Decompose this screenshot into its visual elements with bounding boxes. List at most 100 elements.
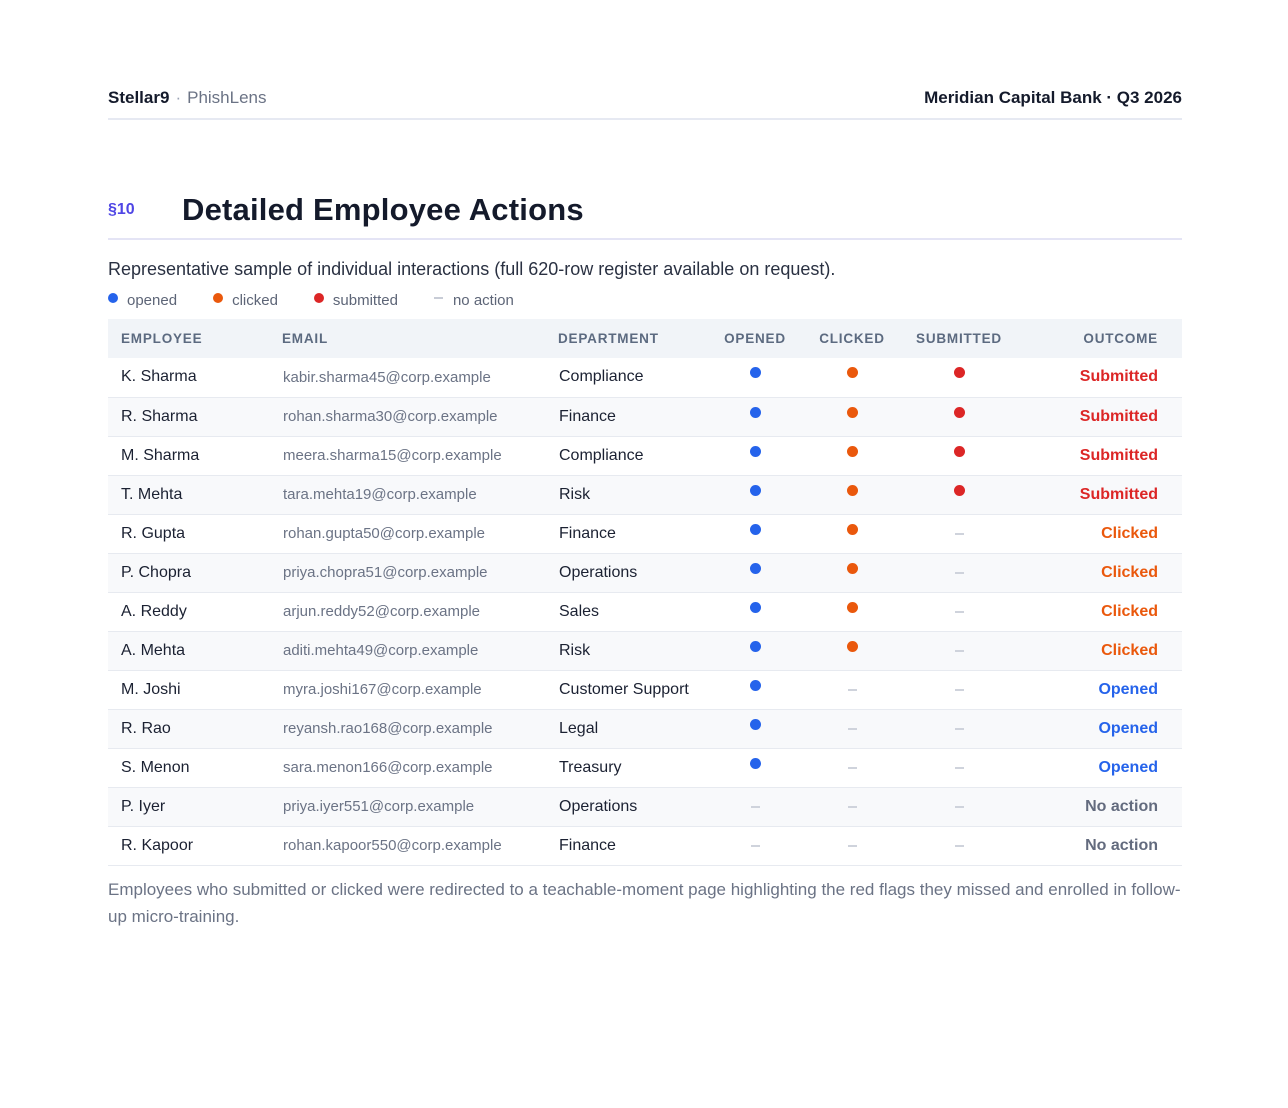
- outcome-label: Submitted: [1079, 407, 1158, 425]
- no-action-dash-icon: [750, 805, 760, 808]
- cell-submitted: [904, 553, 1014, 592]
- employee-name: R. Kapoor: [121, 836, 194, 854]
- employee-name: M. Sharma: [121, 446, 200, 464]
- table-row: R. Gupta rohan.gupta50@corp.example Financ…: [108, 514, 1182, 553]
- clicked-dot-icon: [846, 640, 858, 652]
- cell-clicked: [800, 436, 904, 475]
- cell-clicked: [800, 826, 904, 865]
- employee-email: rohan.kapoor550@corp.example: [283, 837, 502, 854]
- employee-department: Risk: [559, 485, 591, 503]
- cell-opened: [710, 553, 800, 592]
- employee-email: tara.mehta19@corp.example: [283, 486, 477, 503]
- cell-clicked: [800, 358, 904, 397]
- cell-clicked: [800, 631, 904, 670]
- opened-dot-icon: [749, 718, 761, 730]
- no-action-dash-icon: [954, 532, 964, 535]
- outcome-label: Opened: [1098, 758, 1158, 776]
- employee-name: A. Mehta: [121, 641, 186, 659]
- employee-department: Finance: [559, 524, 616, 542]
- table-row: K. Sharma kabir.sharma45@corp.example Comp…: [108, 358, 1182, 397]
- cell-submitted: [904, 787, 1014, 826]
- employee-department: Sales: [559, 602, 600, 620]
- opened-dot-icon: [749, 679, 761, 691]
- employee-email: sara.menon166@corp.example: [283, 759, 493, 776]
- no-action-dash-icon: [954, 844, 964, 847]
- employee-name: M. Joshi: [121, 680, 181, 698]
- cell-opened: [710, 514, 800, 553]
- employee-email: arjun.reddy52@corp.example: [283, 603, 480, 620]
- no-action-dash-icon: [954, 571, 964, 574]
- report-header: Stellar9 · PhishLens Meridian Capital Bank…: [108, 86, 1182, 120]
- clicked-dot-icon: [846, 484, 858, 496]
- opened-dot-icon: [749, 757, 761, 769]
- employee-email: rohan.gupta50@corp.example: [283, 525, 486, 542]
- opened-dot-icon: [749, 601, 761, 613]
- legend-dot-icon: [213, 293, 224, 303]
- cell-clicked: [800, 475, 904, 514]
- employee-department: Treasury: [559, 758, 622, 776]
- employee-name: T. Mehta: [121, 485, 183, 503]
- cell-opened: [710, 631, 800, 670]
- employee-email: reyansh.rao168@corp.example: [283, 720, 493, 737]
- cell-clicked: [800, 397, 904, 436]
- cell-opened: [710, 748, 800, 787]
- column-header-email: EMAIL: [282, 331, 328, 346]
- outcome-label: Opened: [1098, 680, 1158, 698]
- no-action-dash-icon: [750, 844, 760, 847]
- outcome-label: Submitted: [1079, 368, 1158, 386]
- cell-opened: [710, 397, 800, 436]
- no-action-dash-icon: [954, 805, 964, 808]
- clicked-dot-icon: [846, 445, 858, 457]
- clicked-dot-icon: [846, 601, 858, 613]
- table-row: R. Kapoor rohan.kapoor550@corp.example Fin…: [108, 826, 1182, 865]
- no-action-dash-icon: [954, 727, 964, 730]
- table-row: R. Sharma rohan.sharma30@corp.example Fina…: [108, 397, 1182, 436]
- cell-clicked: [800, 553, 904, 592]
- cell-submitted: [904, 475, 1014, 514]
- employee-name: S. Menon: [121, 758, 190, 776]
- outcome-label: Clicked: [1101, 641, 1158, 659]
- outcome-label: Clicked: [1101, 602, 1158, 620]
- legend-label: opened: [127, 291, 178, 309]
- cell-submitted: [904, 514, 1014, 553]
- legend-dot-icon: [313, 293, 324, 303]
- report-client-period: Meridian Capital Bank · Q3 2026: [924, 88, 1182, 107]
- table-row: M. Joshi myra.joshi167@corp.example Custom…: [108, 670, 1182, 709]
- legend-dot-icon: [108, 293, 118, 303]
- legend-dash-icon: [433, 297, 443, 299]
- brand-separator: ·: [175, 88, 182, 107]
- opened-dot-icon: [749, 445, 761, 457]
- employee-email: meera.sharma15@corp.example: [283, 447, 502, 464]
- cell-submitted: [904, 631, 1014, 670]
- legend-label: clicked: [232, 291, 278, 309]
- no-action-dash-icon: [954, 610, 964, 613]
- section-title: Detailed Employee Actions: [182, 192, 584, 227]
- cell-opened: [710, 670, 800, 709]
- employee-department: Risk: [559, 641, 591, 659]
- cell-submitted: [904, 826, 1014, 865]
- opened-dot-icon: [749, 367, 761, 379]
- cell-submitted: [904, 436, 1014, 475]
- cell-opened: [710, 709, 800, 748]
- employee-department: Customer Support: [559, 680, 689, 698]
- product-name: PhishLens: [187, 88, 267, 107]
- no-action-dash-icon: [954, 649, 964, 652]
- column-header-clicked: CLICKED: [819, 331, 885, 346]
- cell-opened: [710, 436, 800, 475]
- cell-submitted: [904, 748, 1014, 787]
- cell-clicked: [800, 787, 904, 826]
- outcome-label: Submitted: [1079, 446, 1158, 464]
- legend-item-clicked: clicked: [213, 292, 278, 309]
- section-heading: §10 Detailed Employee Actions: [108, 190, 1182, 240]
- table-body: K. Sharma kabir.sharma45@corp.example Comp…: [108, 358, 1182, 865]
- cell-opened: [710, 826, 800, 865]
- cell-submitted: [904, 709, 1014, 748]
- table-row: P. Chopra priya.chopra51@corp.example Oper…: [108, 553, 1182, 592]
- submitted-dot-icon: [953, 367, 965, 379]
- cell-opened: [710, 787, 800, 826]
- table-row: R. Rao reyansh.rao168@corp.example Legal Op…: [108, 709, 1182, 748]
- employee-name: P. Chopra: [121, 563, 191, 581]
- table-row: A. Reddy arjun.reddy52@corp.example Sales C…: [108, 592, 1182, 631]
- column-header-outcome: OUTCOME: [1083, 331, 1158, 346]
- employee-department: Compliance: [559, 446, 644, 464]
